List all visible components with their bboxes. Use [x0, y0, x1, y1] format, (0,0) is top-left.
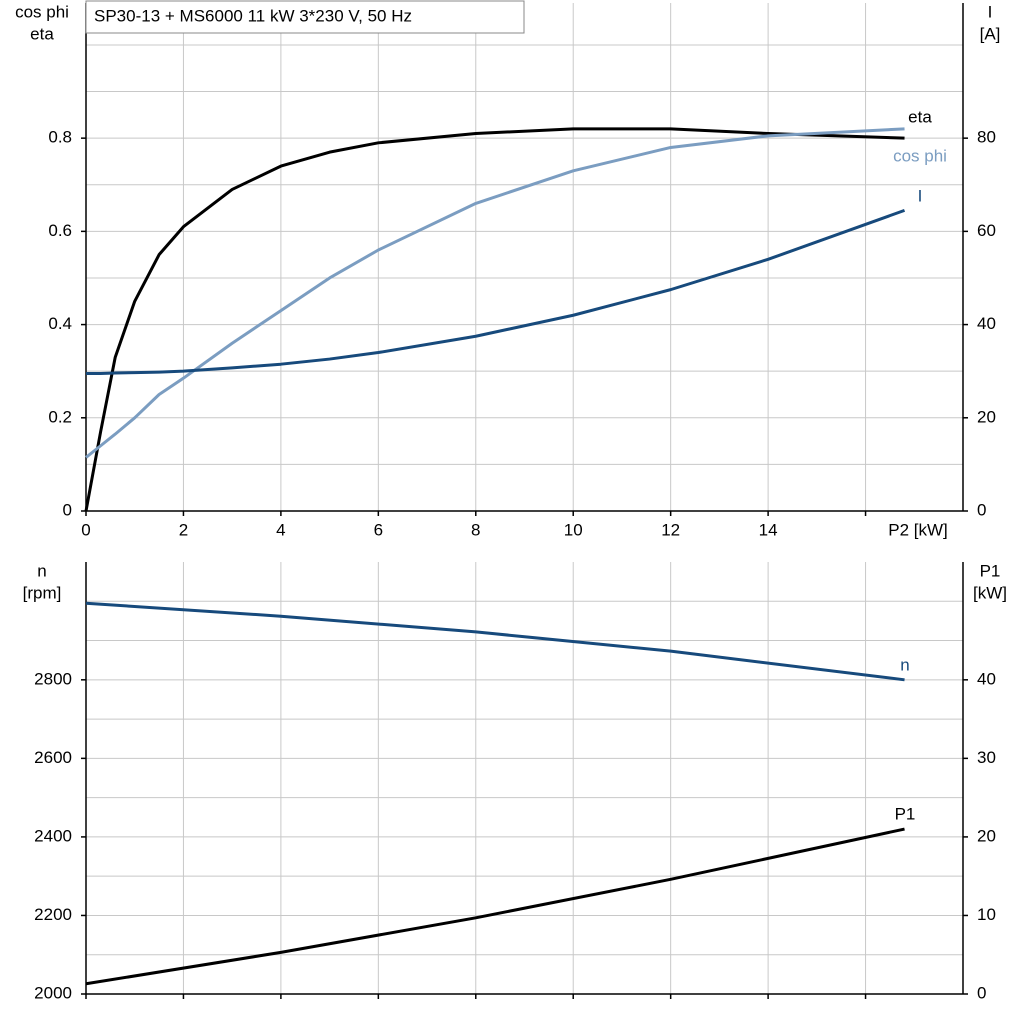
y2-tick-label: 20	[977, 826, 996, 845]
series-label: eta	[908, 107, 932, 126]
y-axis-label: n	[37, 561, 46, 580]
y-tick-label: 2400	[34, 826, 72, 845]
x-tick-label: 12	[661, 520, 680, 539]
x-tick-label: 2	[179, 520, 188, 539]
series-line	[85, 827, 905, 986]
series-line	[86, 208, 906, 376]
y2-axis-label: [A]	[980, 24, 1001, 43]
x-tick-label: 4	[276, 520, 285, 539]
x-tick-label: 14	[759, 520, 778, 539]
y-tick-label: 2000	[34, 983, 72, 1002]
y-tick-label: 2800	[34, 669, 72, 688]
y-tick-label: 0.4	[48, 314, 72, 333]
y-axis-label: eta	[30, 24, 54, 43]
y-tick-label: 0.6	[48, 221, 72, 240]
y2-axis-label: P1	[980, 561, 1001, 580]
series-label: cos phi	[893, 146, 947, 165]
y-tick-label: 2200	[34, 905, 72, 924]
x-tick-label: 10	[564, 520, 583, 539]
y-tick-label: 0.2	[48, 407, 72, 426]
y-tick-label: 2600	[34, 748, 72, 767]
x-tick-label: 0	[81, 520, 90, 539]
series-label: I	[918, 186, 923, 205]
y-tick-label: 0.8	[48, 128, 72, 147]
y2-tick-label: 0	[977, 983, 986, 1002]
y2-tick-label: 40	[977, 669, 996, 688]
y2-tick-label: 30	[977, 748, 996, 767]
x-axis-label: P2 [kW]	[888, 520, 948, 539]
y2-tick-label: 40	[977, 314, 996, 333]
y2-axis-label: I	[988, 2, 993, 21]
y-axis-label: cos phi	[15, 2, 69, 21]
series-line	[85, 601, 905, 682]
series-label: n	[900, 655, 909, 674]
y2-tick-label: 20	[977, 407, 996, 426]
y2-tick-label: 60	[977, 221, 996, 240]
y-tick-label: 0	[63, 500, 72, 519]
y2-axis-label: [kW]	[973, 583, 1007, 602]
y-axis-label: [rpm]	[23, 583, 62, 602]
y2-tick-label: 10	[977, 905, 996, 924]
series-label: P1	[895, 804, 916, 823]
series-line	[85, 127, 905, 459]
y2-tick-label: 0	[977, 500, 986, 519]
series-line	[84, 127, 905, 512]
x-tick-label: 6	[374, 520, 383, 539]
x-tick-label: 8	[471, 520, 480, 539]
chart-title: SP30-13 + MS6000 11 kW 3*230 V, 50 Hz	[94, 6, 412, 25]
title-box	[85, 0, 525, 34]
y2-tick-label: 80	[977, 128, 996, 147]
